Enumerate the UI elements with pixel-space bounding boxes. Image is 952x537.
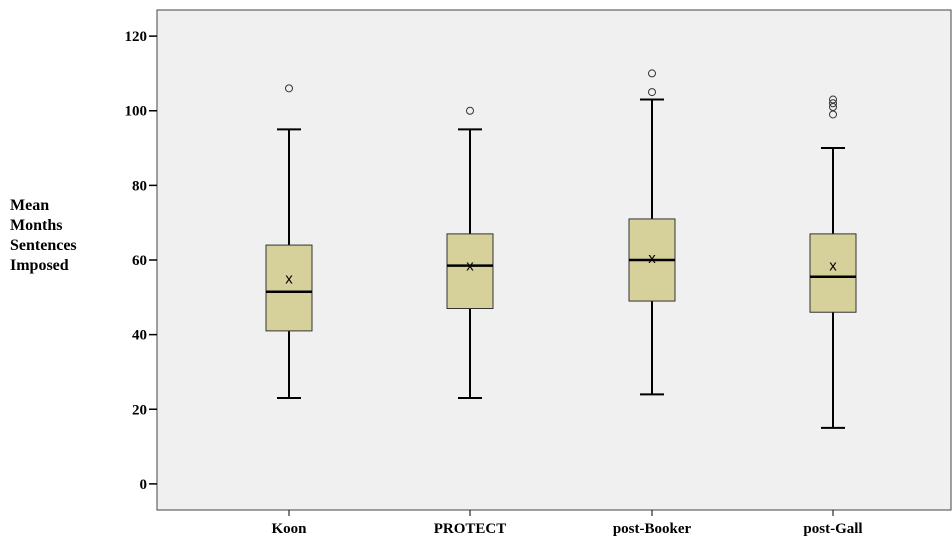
outlier-point bbox=[466, 106, 474, 115]
mean-marker: x bbox=[285, 271, 293, 288]
outlier-point bbox=[648, 69, 656, 78]
y-axis-label-line: Sentences bbox=[10, 237, 77, 254]
y-axis-label-line: Months bbox=[10, 217, 63, 234]
y-axis-label-line: Mean bbox=[10, 197, 50, 214]
x-tick-label: PROTECT bbox=[434, 521, 507, 537]
outlier-point bbox=[829, 95, 837, 104]
y-tick-label: 0 bbox=[140, 477, 148, 493]
iqr-box bbox=[446, 233, 494, 310]
x-tick-label: Koon bbox=[271, 521, 307, 537]
box-group: PROTECT x bbox=[434, 106, 507, 537]
y-axis-label: Mean Months Sentences Imposed bbox=[10, 196, 110, 276]
iqr-box bbox=[809, 233, 857, 313]
y-tick-label: 60 bbox=[132, 253, 147, 269]
iqr-box bbox=[265, 244, 313, 332]
outlier-point bbox=[285, 84, 293, 93]
box-group: post-Booker x bbox=[613, 69, 692, 537]
mean-marker: x bbox=[829, 258, 837, 275]
y-tick-label: 100 bbox=[125, 104, 148, 120]
outlier-point bbox=[648, 88, 656, 97]
boxes: Koon x PROTECT x post-Booker x post-Gall x bbox=[265, 69, 863, 537]
box-group: post-Gall x bbox=[803, 95, 863, 537]
y-axis-label-line: Imposed bbox=[10, 257, 69, 274]
x-tick-label: post-Booker bbox=[613, 521, 692, 537]
box-group: Koon x bbox=[265, 84, 313, 537]
mean-marker: x bbox=[466, 258, 474, 275]
y-tick-label: 20 bbox=[132, 402, 147, 418]
y-tick-label: 80 bbox=[132, 178, 147, 194]
y-tick-label: 40 bbox=[132, 328, 147, 344]
outlier-point bbox=[829, 99, 837, 108]
axes: 0 20 40 60 80 100 120 bbox=[125, 29, 157, 493]
x-tick-label: post-Gall bbox=[803, 521, 862, 537]
mean-marker: x bbox=[648, 250, 656, 267]
y-tick-label: 120 bbox=[125, 29, 148, 45]
